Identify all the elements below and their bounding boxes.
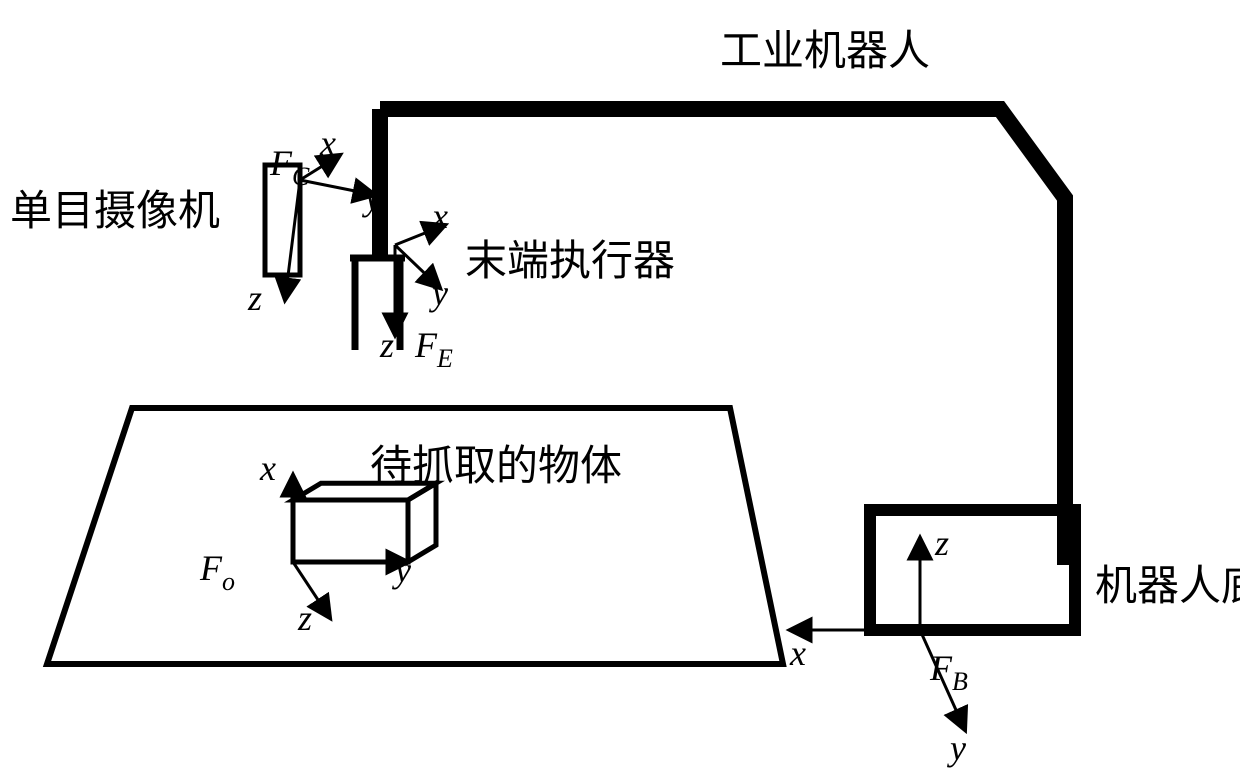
axis-letter-fc_y: y	[362, 178, 381, 218]
coordinate-frame-fo	[293, 475, 408, 618]
label-object-to-grasp: 待抓取的物体	[370, 444, 622, 490]
label-end-effector: 末端执行器	[465, 239, 675, 285]
axis-letter-fc_x: x	[319, 123, 336, 163]
axis-letter-fe_y: y	[429, 273, 448, 313]
frame-label-fo: Fo	[199, 548, 235, 596]
axis-letter-fc_z: z	[247, 278, 262, 318]
axis-letter-fb_z: z	[934, 523, 949, 563]
frame-label-fc: FC	[269, 143, 310, 191]
object-box	[293, 483, 436, 562]
label-industrial-robot: 工业机器人	[720, 29, 930, 75]
axis-letter-fe_x: x	[431, 196, 448, 236]
axis-letter-fb_x: x	[789, 633, 806, 673]
axis-letter-fo_x: x	[259, 448, 276, 488]
label-monocular-camera: 单目摄像机	[10, 189, 220, 235]
diagram-canvas: 工业机器人 单目摄像机 末端执行器 待抓取的物体 机器人底座 FC FE Fo …	[0, 0, 1240, 776]
robot-base-shape	[870, 510, 1075, 630]
axis-letter-fo_z: z	[297, 598, 312, 638]
gripper	[350, 258, 405, 350]
axis-letter-fb_y: y	[947, 728, 966, 768]
axis-letter-fo_y: y	[392, 550, 411, 590]
axis-letter-fe_z: z	[379, 325, 394, 365]
frame-label-fe: FE	[414, 325, 453, 373]
label-robot-base: 机器人底座	[1095, 563, 1240, 610]
frame-label-fb: FB	[929, 648, 968, 696]
industrial-robot-arm	[380, 109, 1065, 565]
